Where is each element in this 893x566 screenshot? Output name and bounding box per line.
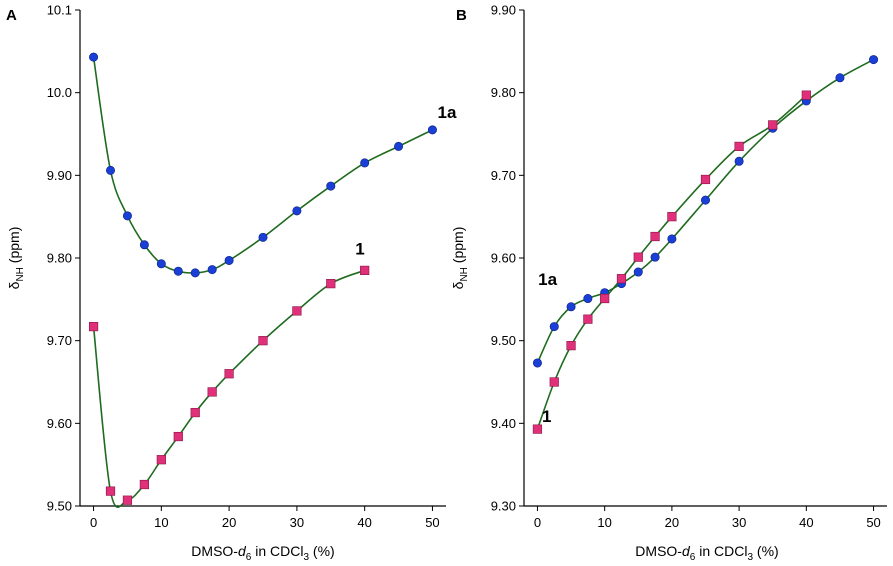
panel-a-series-1-point bbox=[122, 495, 133, 505]
panel-a-series-1-point bbox=[105, 486, 116, 496]
panel-a-series-1a-point bbox=[89, 52, 99, 62]
panel-a-series-1a-point bbox=[394, 141, 404, 151]
panel-b-series-1-line bbox=[536, 94, 807, 430]
panel-b-series-1a-point bbox=[583, 294, 593, 304]
panel-a-y-tick-label: 9.80 bbox=[47, 251, 72, 266]
panel-a-series-1-point bbox=[156, 455, 166, 465]
panel-b-series-1-point bbox=[549, 377, 559, 387]
panel-b-series-1-point bbox=[650, 231, 660, 242]
panel-a-letter: A bbox=[6, 7, 17, 24]
panel-a-series-1-point bbox=[173, 431, 183, 442]
panel-b-series-1-point bbox=[583, 314, 593, 324]
panel-b-series-1a-label: 1a bbox=[538, 270, 557, 289]
panel-a-y-tick-label: 9.60 bbox=[47, 416, 72, 431]
panel-a-y-tick-label: 9.90 bbox=[47, 168, 72, 183]
panel-b-x-tick-label: 10 bbox=[597, 515, 611, 530]
panel-b-y-tick-label: 9.60 bbox=[491, 251, 516, 266]
panel-a-series-1a-label: 1a bbox=[438, 103, 457, 122]
panel-b-series-1a-point bbox=[532, 358, 542, 368]
panel-a-series-1a-point bbox=[360, 158, 370, 168]
panel-b-letter: B bbox=[456, 7, 467, 24]
panel-a-series-1a-point bbox=[173, 266, 183, 276]
panel-b-series-1-point bbox=[616, 274, 627, 284]
panel-b-x-axis-title: DMSO-d6 in CDCl3 (%) bbox=[635, 543, 778, 563]
panel-b: B DMSO-d6 in CDCl3 (%) δNH (ppm) 9.30 9.4… bbox=[450, 3, 887, 563]
panel-a-y-tick-label: 9.50 bbox=[47, 499, 72, 514]
panel-b-series-1a-point bbox=[700, 195, 710, 205]
panel-a-x-tick-label: 20 bbox=[222, 515, 236, 530]
panel-b-series-1-point bbox=[566, 341, 576, 351]
panel-b-series-1a-point bbox=[734, 156, 744, 166]
panel-b-x-tick-label: 40 bbox=[799, 515, 813, 530]
panel-b-y-axis-title: δNH (ppm) bbox=[450, 227, 470, 290]
panel-a-x-tick-label: 40 bbox=[357, 515, 371, 530]
panel-a-series-1a-point bbox=[427, 125, 437, 135]
panel-b-series-1-point bbox=[734, 141, 744, 152]
panel-b-series-1-point bbox=[532, 424, 543, 434]
panel-b-series-1a-point bbox=[633, 267, 643, 277]
panel-a-series-1-point bbox=[224, 369, 234, 379]
panel-a-series-1-point bbox=[207, 387, 217, 397]
panel-a-series-1a-point bbox=[139, 240, 149, 250]
panel-a-x-tick-label: 50 bbox=[425, 515, 439, 530]
panel-b-y-tick-label: 9.50 bbox=[491, 333, 516, 348]
panel-a-series-1-point bbox=[88, 322, 99, 332]
panel-b-y-tick-label: 9.30 bbox=[491, 499, 516, 514]
panel-a-x-tick-label: 30 bbox=[290, 515, 304, 530]
panel-a-y-axis-title: δNH (ppm) bbox=[6, 227, 26, 290]
panel-b-series-1-point bbox=[667, 212, 677, 222]
panel-b-x-tick-label: 50 bbox=[866, 515, 880, 530]
panel-b-series-1-label: 1 bbox=[542, 407, 551, 426]
panel-a-x-tick-label: 10 bbox=[154, 515, 168, 530]
panel-a-series-1-point bbox=[139, 479, 149, 490]
panel-b-y-tick-label: 9.70 bbox=[491, 168, 516, 183]
panel-a-y-tick-label: 9.70 bbox=[47, 333, 72, 348]
panel-a-y-tick-label: 10.0 bbox=[47, 85, 72, 100]
panel-a-series-1-line bbox=[92, 269, 365, 508]
panel-b-x-tick-label: 0 bbox=[534, 515, 541, 530]
panel-a-series-1a-point bbox=[224, 255, 234, 265]
panel-b-y-tick-label: 9.80 bbox=[491, 85, 516, 100]
panel-b-series-1a-point bbox=[549, 322, 559, 332]
panel-a-series-1a-point bbox=[326, 181, 336, 191]
panel-b-x-tick-label: 20 bbox=[665, 515, 679, 530]
panel-a-series-1-point bbox=[326, 279, 336, 289]
panel-b-series-1-point bbox=[700, 174, 711, 185]
panel-a-series-1a-point bbox=[106, 165, 116, 175]
panel-a: A DMSO-d6 in CDCl3 (%) δNH (ppm) 9.50 9.6… bbox=[6, 3, 457, 564]
panel-b-series-1-point bbox=[600, 293, 610, 304]
panel-a-series-1a-point bbox=[258, 232, 268, 242]
panel-a-series-1-point bbox=[258, 336, 268, 346]
panel-a-x-tick-label: 0 bbox=[90, 515, 97, 530]
panel-b-series-1-point bbox=[633, 252, 643, 262]
panel-b-y-tick-label: 9.90 bbox=[491, 3, 516, 18]
panel-b-series-1a-point bbox=[869, 55, 879, 65]
panel-a-series-1a-point bbox=[122, 211, 132, 221]
panel-b-series-1a-point bbox=[566, 302, 576, 312]
panel-b-x-tick-label: 30 bbox=[732, 515, 746, 530]
panel-a-y-tick-label: 10.1 bbox=[47, 3, 72, 18]
panel-a-series-1a-point bbox=[156, 259, 166, 269]
panel-b-series-1a-point bbox=[650, 252, 660, 262]
panel-a-series-1-point bbox=[190, 407, 200, 418]
panel-b-series-1a-point bbox=[667, 234, 677, 244]
panel-a-series-1-point bbox=[360, 265, 370, 276]
panel-b-series-1a-point bbox=[835, 73, 845, 83]
panel-a-x-axis-title: DMSO-d6 in CDCl3 (%) bbox=[191, 543, 334, 563]
panel-a-series-1-point bbox=[292, 306, 302, 316]
panel-b-series-1-point bbox=[768, 120, 778, 130]
panel-a-series-1-label: 1 bbox=[355, 239, 364, 258]
panel-a-series-1a-point bbox=[190, 268, 200, 278]
panel-b-series-1-point bbox=[801, 90, 811, 100]
panel-a-series-1a-point bbox=[292, 206, 302, 216]
panel-a-series-1a-point bbox=[207, 265, 217, 275]
panel-b-y-tick-label: 9.40 bbox=[491, 416, 516, 431]
